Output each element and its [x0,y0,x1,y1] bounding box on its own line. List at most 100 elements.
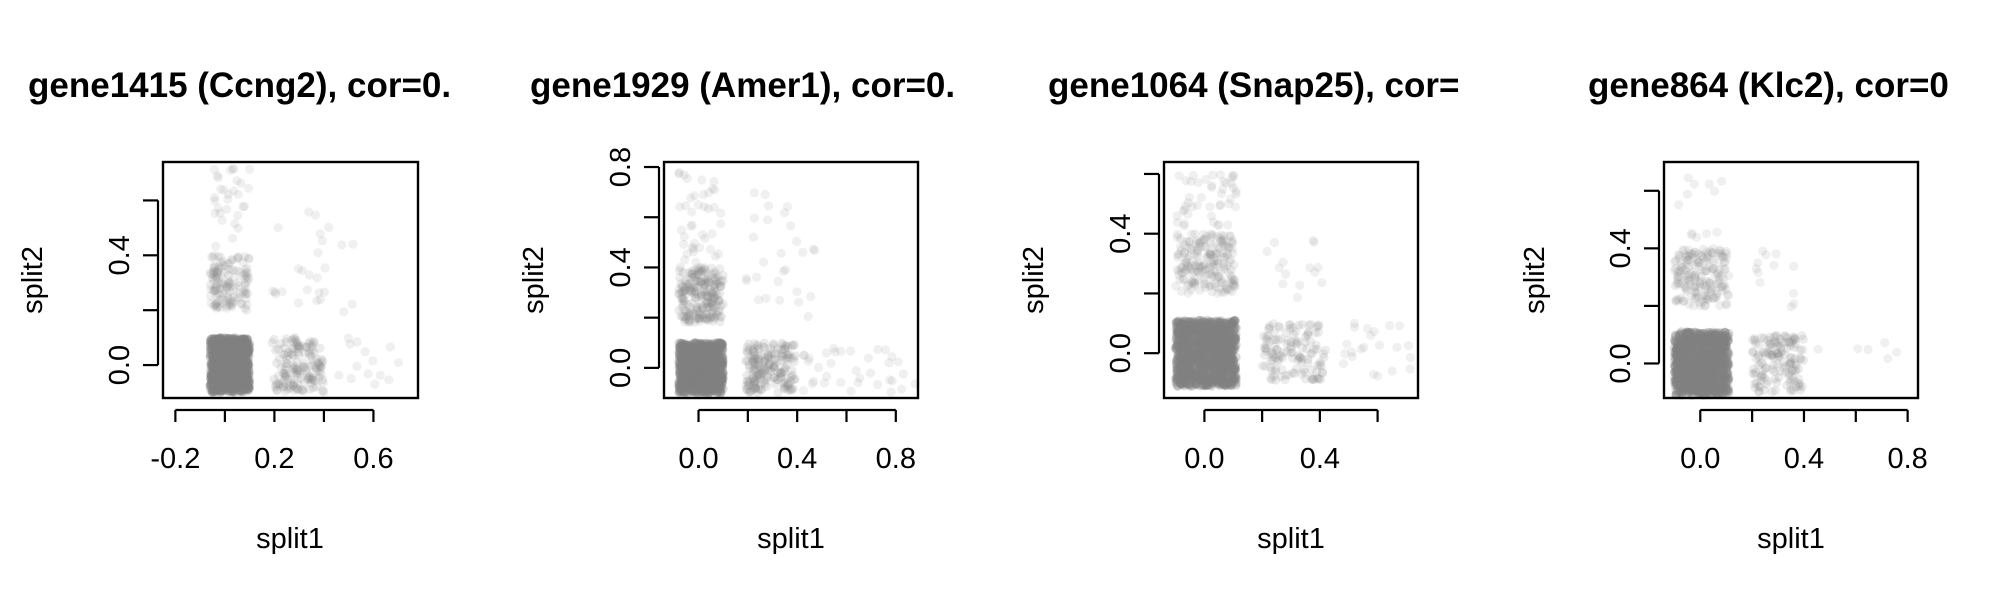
data-point [1205,202,1215,212]
data-point [231,359,241,369]
data-point [302,285,312,295]
data-point [206,336,216,346]
data-point [229,335,239,345]
y-axis-label: split2 [1018,246,1050,314]
data-point [210,337,220,347]
data-point [707,184,718,194]
data-point [224,349,234,359]
data-point [1188,171,1198,181]
data-point [208,348,218,358]
x-axis: 0.0 0.4 0.8 [678,408,916,475]
data-point [227,377,237,387]
data-point [1224,199,1234,209]
data-point [233,210,243,220]
data-point [243,358,253,368]
data-point [686,193,696,203]
data-point [222,336,232,346]
data-point [776,248,786,258]
data-point [209,375,219,385]
data-point [243,335,253,345]
data-point [218,358,228,368]
data-point [227,357,237,367]
data-point [228,347,238,358]
data-point [227,338,237,348]
data-point [227,378,237,388]
data-point [213,370,223,380]
y-axis: 0.00.4 [104,199,160,385]
data-point [224,279,234,289]
data-point [220,359,230,370]
data-point [705,244,716,254]
data-point [339,307,349,317]
data-point [1196,341,1206,352]
data-point [219,380,229,390]
data-point [220,351,230,361]
data-point [244,370,254,380]
data-point [232,373,242,383]
data-point [241,335,251,345]
data-point [238,337,248,347]
data-point [210,339,220,350]
data-point [674,382,684,392]
data-points [674,168,920,398]
data-point [237,355,248,365]
data-point [230,334,240,344]
data-point [224,382,234,392]
data-point [241,371,251,381]
chart-panel-1: gene1415 (Ccng2), cor=0.-0.2 0.2 0.60.00.4… [17,66,451,555]
data-point [220,351,230,361]
data-point [226,380,236,390]
data-point [863,353,874,363]
data-point [211,366,221,376]
data-point [208,386,218,396]
data-point [211,355,221,365]
data-point [224,336,234,347]
x-axis-label: split1 [757,523,825,555]
data-point [1223,220,1233,230]
data-point [242,357,252,367]
data-point [237,383,248,393]
data-point [224,387,234,397]
data-point [865,368,876,378]
data-point [272,358,282,368]
data-point [218,337,228,348]
data-point [207,371,217,381]
data-point [243,354,253,364]
data-point [233,382,243,392]
data-point [209,364,219,374]
data-point [225,359,235,369]
data-point [290,333,300,343]
data-point [1218,259,1229,269]
data-point [231,354,241,364]
data-point [234,362,245,372]
data-point [223,379,233,389]
data-point [238,350,248,361]
x-tick-label: 0.8 [876,443,916,475]
data-point [219,377,229,387]
data-point [209,367,219,377]
data-point [1181,237,1191,247]
data-points [205,164,404,397]
data-point [242,339,252,349]
data-point [698,190,709,200]
data-point [228,233,238,243]
data-point [244,343,254,353]
data-point [240,374,251,384]
data-point [752,272,762,282]
data-point [205,352,215,362]
data-point [237,377,247,387]
data-point [217,271,227,281]
data-point [215,378,225,388]
data-point [213,346,223,356]
data-point [885,375,895,385]
data-point [348,239,358,249]
data-point [316,369,326,379]
data-point [226,381,236,391]
data-point [228,361,238,371]
data-point [777,368,787,378]
data-point [1261,340,1271,350]
data-point [220,352,231,362]
data-point [218,351,228,361]
data-point [697,175,707,185]
data-point [320,263,330,273]
